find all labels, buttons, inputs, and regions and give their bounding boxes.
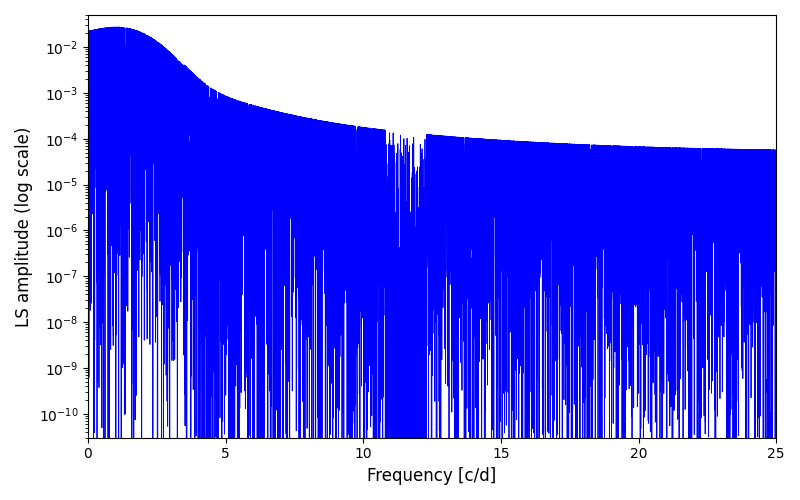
Y-axis label: LS amplitude (log scale): LS amplitude (log scale) xyxy=(15,126,33,326)
X-axis label: Frequency [c/d]: Frequency [c/d] xyxy=(367,467,497,485)
